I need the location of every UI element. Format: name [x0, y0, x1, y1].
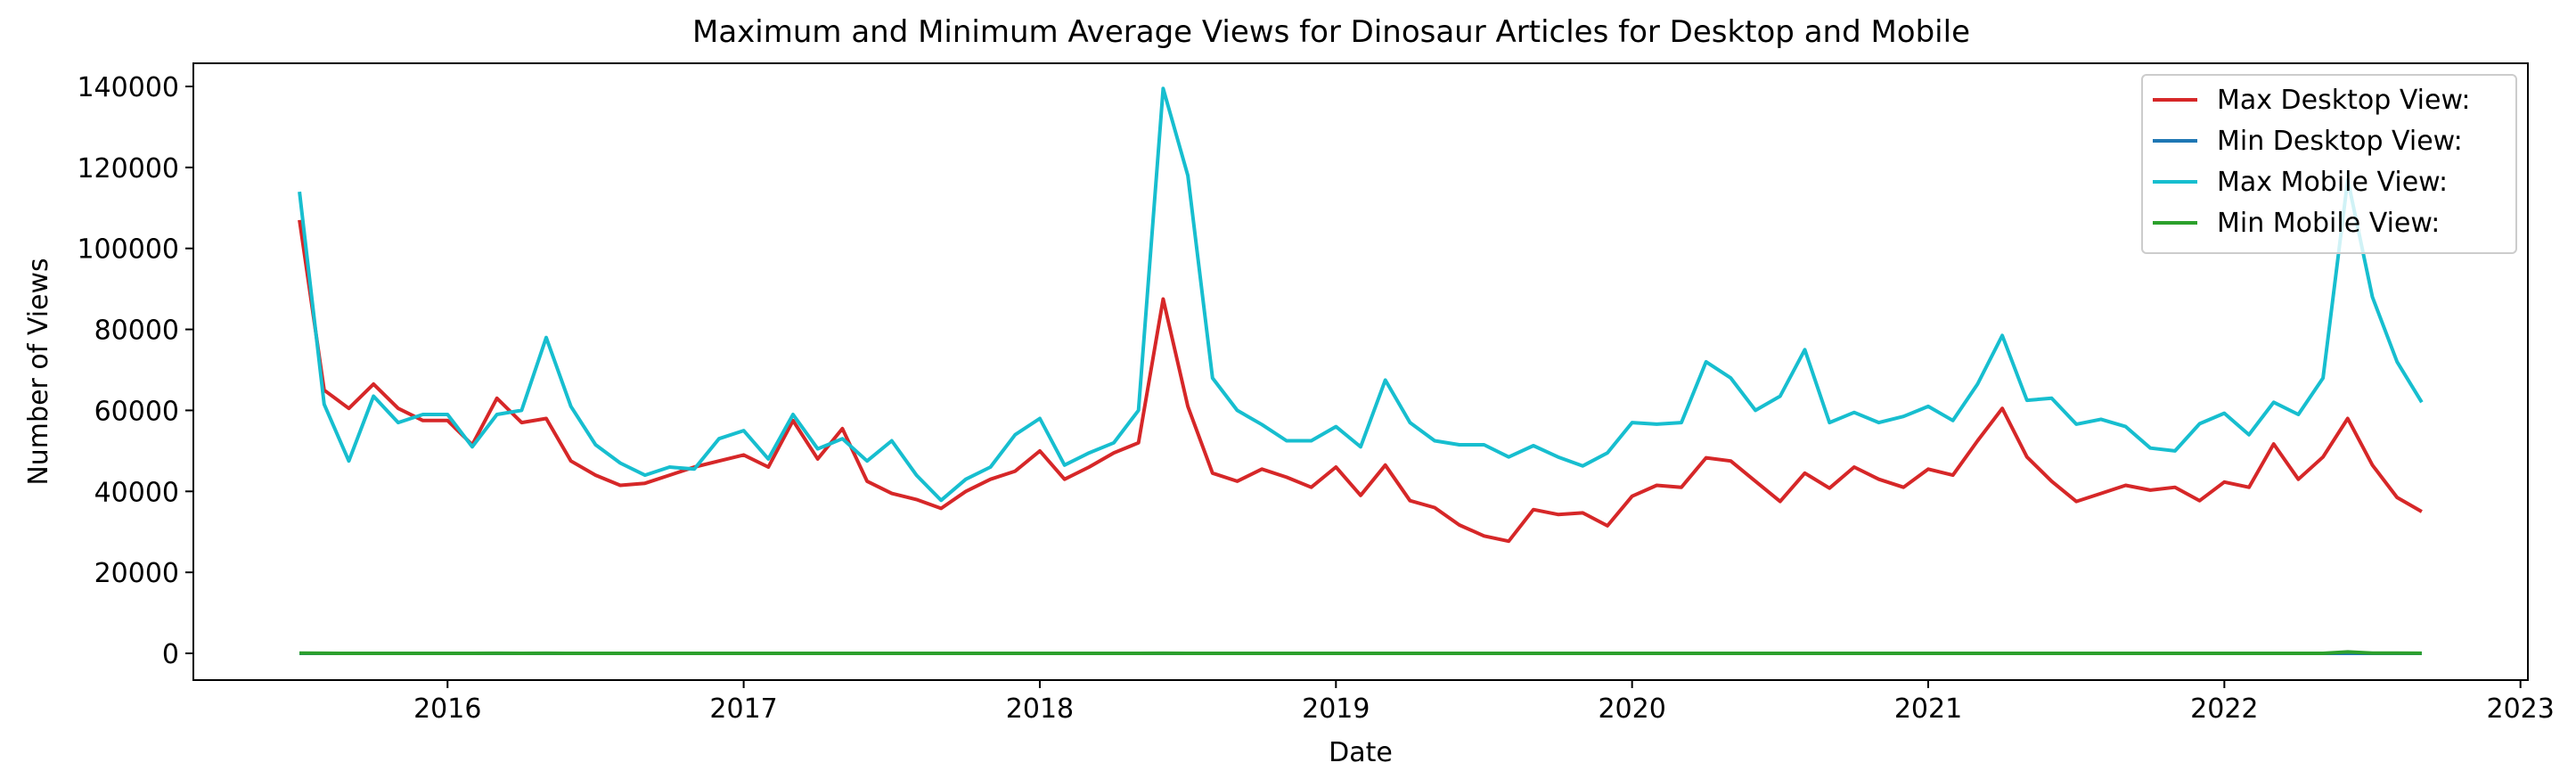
plot-area [298, 86, 2424, 655]
x-tick-label: 2017 [709, 693, 777, 725]
y-tick-label: 60000 [94, 396, 179, 427]
legend-box [2141, 74, 2517, 254]
y-axis-label: Number of Views [23, 258, 54, 485]
x-tick-label: 2019 [1302, 693, 1370, 725]
chart-title: Maximum and Minimum Average Views for Di… [692, 14, 1970, 50]
x-axis: 2016 2017 2018 2019 2020 2021 2022 2023 [413, 680, 2555, 725]
y-tick-label: 140000 [77, 72, 179, 103]
series-line-4 [299, 650, 2422, 655]
legend: Max Desktop View: Min Desktop View: Max Mo… [2141, 74, 2517, 254]
y-tick-label: 80000 [94, 316, 179, 347]
series-line-3 [298, 86, 2424, 503]
x-tick-label: 2016 [413, 693, 481, 725]
y-tick-label: 20000 [94, 558, 179, 589]
x-tick-label: 2023 [2487, 693, 2555, 725]
plot-frame [192, 62, 2529, 681]
legend-label: Max Mobile View: [2217, 167, 2448, 198]
y-tick-label: 100000 [77, 234, 179, 266]
y-tick-label: 120000 [77, 153, 179, 185]
y-axis: 0 20000 40000 60000 80000 100000 120000 140000 [77, 72, 193, 670]
series-line-1 [298, 219, 2423, 544]
y-tick-label: 40000 [94, 477, 179, 508]
x-axis-label: Date [1329, 737, 1393, 767]
legend-label: Min Desktop View: [2217, 126, 2463, 157]
x-tick-label: 2018 [1006, 693, 1074, 725]
legend-label: Max Desktop View: [2217, 85, 2470, 116]
legend-label: Min Mobile View: [2217, 208, 2440, 239]
x-tick-label: 2020 [1598, 693, 1665, 725]
x-tick-label: 2021 [1894, 693, 1962, 725]
x-tick-label: 2022 [2190, 693, 2258, 725]
y-tick-label: 0 [162, 639, 179, 670]
